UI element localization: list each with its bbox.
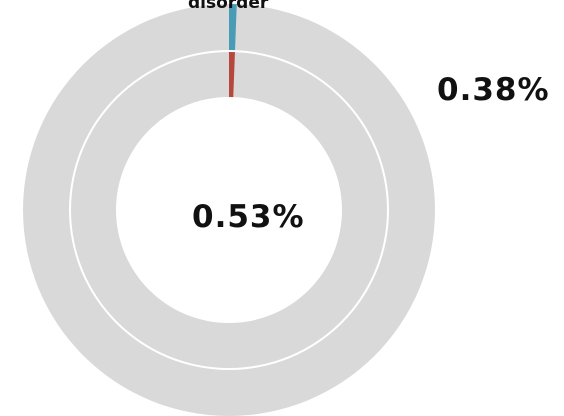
outer-ring-value-label: 0.38% — [437, 72, 550, 108]
inner-ring-segment — [229, 52, 235, 98]
inner-ring-value-label: 0.53% — [192, 199, 305, 235]
category-label: disorder — [188, 0, 269, 13]
ring-separator — [69, 50, 389, 370]
outer-ring-segment — [229, 4, 237, 51]
